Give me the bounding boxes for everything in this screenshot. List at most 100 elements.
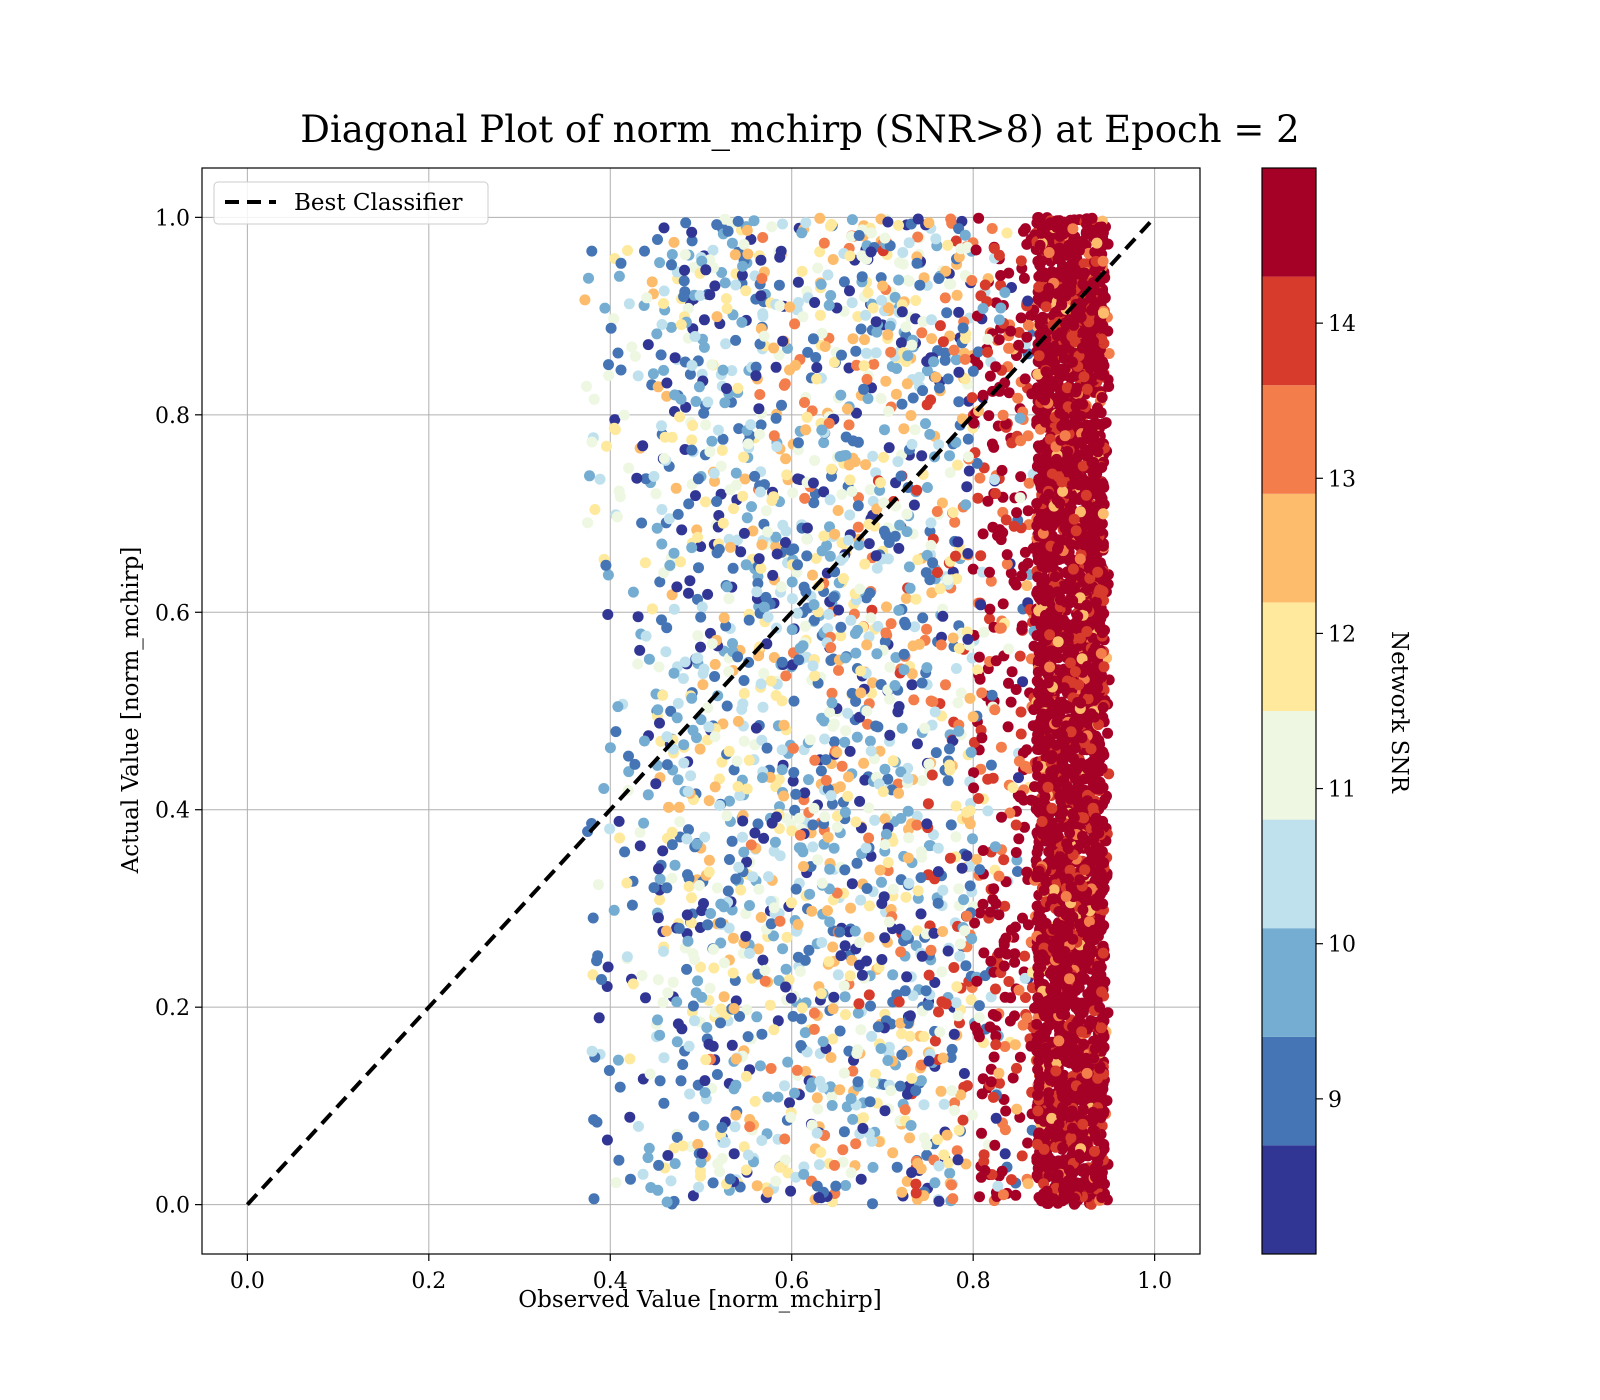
data-point [938,1098,950,1110]
data-point [1010,819,1022,831]
data-point [906,438,918,450]
data-point [642,339,654,351]
data-point [777,335,789,347]
data-point [926,587,938,599]
data-point [850,647,862,659]
data-point [897,258,909,270]
data-point [922,999,934,1011]
data-point [949,516,961,528]
data-point [629,758,641,770]
data-point [776,764,788,776]
data-point [654,873,666,885]
data-point [973,793,984,804]
data-point [715,1017,726,1029]
data-point [1019,373,1031,385]
data-point [818,237,830,249]
data-point [639,557,651,569]
data-point [1021,331,1033,343]
data-point [961,850,973,862]
data-point [1019,972,1031,984]
data-point [894,1080,906,1092]
data-point [978,626,990,638]
data-point [993,334,1005,346]
data-point [596,974,607,985]
data-point [730,873,742,885]
data-point [666,826,678,838]
data-point [932,1134,943,1145]
data-point [698,407,710,419]
data-point [1022,295,1034,307]
data-point [650,488,662,500]
data-point [709,475,720,487]
data-point [592,879,604,891]
data-point [903,237,915,249]
data-point [1013,984,1025,996]
data-point [693,381,705,393]
data-point [901,971,913,983]
data-point [680,217,692,229]
data-point [737,490,749,502]
data-point [657,845,669,857]
data-point [835,389,847,401]
data-point [997,598,1009,610]
data-point [934,583,946,595]
data-point [623,766,635,778]
data-point [713,543,725,555]
data-point [592,950,604,962]
data-point [934,1026,946,1038]
data-point [814,212,826,224]
data-point [916,677,928,689]
data-point [844,970,856,982]
data-point [828,591,840,603]
data-point [740,559,752,571]
data-point [906,339,918,351]
data-point [746,501,757,513]
data-point [995,741,1007,753]
data-point [911,810,923,822]
data-point [728,503,739,515]
data-point [999,1041,1011,1052]
data-point [706,638,718,650]
data-point [865,1000,876,1012]
data-point [708,943,719,955]
data-point [865,850,877,862]
data-point [656,319,668,330]
data-point [668,1142,680,1154]
data-point [827,1003,839,1015]
data-point [867,450,879,462]
data-point [1078,1163,1090,1175]
data-point [840,1009,851,1021]
data-point [827,941,839,953]
data-point [844,509,856,521]
data-point [949,1104,960,1116]
data-point [814,1075,826,1087]
data-point [730,334,742,346]
data-point [665,321,677,333]
data-point [844,474,856,486]
data-point [967,711,979,723]
data-point [750,361,762,373]
data-point [747,871,759,883]
data-point [982,333,994,345]
data-point [889,291,901,303]
data-point [811,1092,823,1104]
data-point [738,451,750,463]
data-point [850,1138,862,1150]
data-point [825,642,837,653]
data-point [990,898,1002,910]
data-point [715,937,727,949]
data-point [683,1040,695,1052]
data-point [758,832,770,844]
data-point [610,726,622,738]
data-point [656,420,667,432]
data-point [995,622,1007,634]
data-point [876,954,888,965]
data-point [747,525,759,537]
data-point [741,512,753,524]
data-point [978,1156,990,1167]
data-point [879,763,891,775]
data-point [993,947,1005,959]
data-point [925,944,937,956]
data-point [769,836,781,848]
data-point [656,504,668,515]
